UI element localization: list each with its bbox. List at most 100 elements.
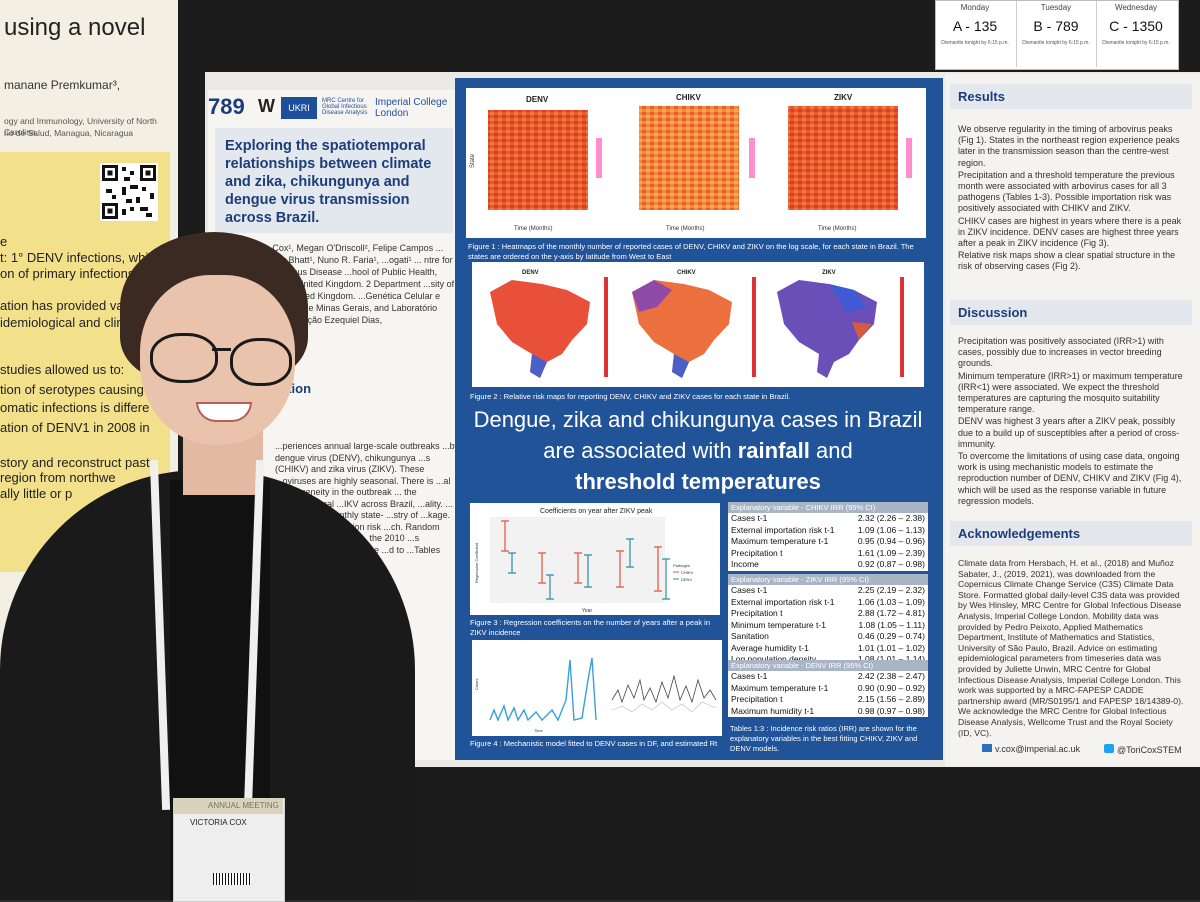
schedule-day-monday: Monday A - 135 Dismantle tonight by 6:15… — [941, 3, 1009, 46]
neighbour-text-line: on of primary infections — [0, 266, 135, 281]
imperial-logo: Imperial College London — [375, 97, 448, 119]
badge-strip — [173, 798, 283, 814]
key-message: Dengue, zika and chikungunya cases in Br… — [462, 404, 934, 497]
table-row: Precipitation t 2.15 (1.56 – 2.89) — [731, 694, 925, 704]
figure-2-caption: Figure 2 : Relative risk maps for report… — [470, 392, 791, 401]
neighbour-text-line: studies allowed us to: — [0, 362, 125, 377]
results-bullet: Relative risk maps show a clear spatial … — [958, 250, 1176, 272]
barcode-icon — [213, 873, 251, 885]
fig1-ylabel: State — [470, 153, 476, 168]
qr-code-icon — [100, 163, 158, 221]
fig3-ylabel: Regression Coefficient — [474, 542, 479, 583]
poster-title: Exploring the spatiotemporal relationshi… — [225, 138, 432, 226]
discussion-heading: Discussion — [950, 300, 1192, 325]
fig3-legend-denv: DENV — [681, 577, 692, 582]
fig3-legend-chikv: CHIKV — [681, 570, 694, 575]
fig3-xlabel: Year — [582, 608, 592, 614]
table-header: Explanatory variable - DENV IRR (95% CI) — [728, 660, 928, 671]
acknowledgements-text: Climate data from Hersbach, H. et al., (… — [958, 558, 1184, 738]
neighbour-affiliation-2: rio de Salud, Managua, Nicaragua — [4, 128, 133, 138]
discussion-bullet: Minimum temperature (IRR>1) or maximum t… — [958, 370, 1183, 415]
neighbour-authors: manane Premkumar³, — [4, 78, 121, 92]
ukri-logo: UKRI — [281, 97, 317, 119]
fig1-panel-chikv: CHIKV — [676, 93, 702, 102]
glasses-icon — [150, 333, 218, 383]
results-bullet: Precipitation and a threshold temperatur… — [958, 169, 1175, 214]
table-row: Sanitation 0.46 (0.29 – 0.74) — [731, 631, 925, 641]
table-row: External importation risk t-1 1.09 (1.06 … — [731, 524, 925, 535]
table-header: Explanatory variable - CHIKV IRR (95% CI… — [728, 502, 928, 513]
heatmap-zikv — [788, 106, 898, 210]
headline-text-1: Dengue, zika and chikungunya cases in Br… — [473, 407, 923, 463]
figure-3-coefficients: Coefficients on year after ZIKV peak Reg… — [470, 503, 720, 615]
neighbour-text-line: omatic infections is differe — [0, 400, 150, 415]
neighbour-text-line: tion of serotypes causing — [0, 382, 144, 397]
tables-caption: Tables 1:3 : Incidence risk ratios (IRR)… — [730, 724, 918, 753]
discussion-text: Precipitation was positively associated … — [958, 336, 1188, 508]
brazil-map-denv — [490, 280, 590, 378]
fig4-xlabel: Time — [534, 728, 544, 733]
heatmap-chikv — [639, 106, 739, 210]
table-row: Cases t-1 2.42 (2.38 – 2.47) — [731, 671, 925, 681]
poster-number: 789 — [208, 94, 245, 119]
table-row: Minimum temperature t-1 1.08 (1.05 – 1.11… — [731, 619, 925, 630]
fig1-xlabel: Time (Months) — [514, 226, 552, 232]
table-row: External importation risk t-1 1.06 (1.03 … — [731, 596, 925, 607]
neighbour-text-line: story and reconstruct past — [0, 455, 150, 470]
fig1-panel-denv: DENV — [526, 95, 549, 104]
headline-bold-rainfall: rainfall — [737, 438, 810, 463]
neighbour-text-line: idemiological and clinic — [0, 315, 133, 330]
fig3-title: Coefficients on year after ZIKV peak — [540, 508, 653, 515]
mrc-logo: MRC Centre for Global Infectious Disease… — [322, 98, 368, 116]
coef-svg: Coefficients on year after ZIKV peak Reg… — [474, 508, 694, 614]
heatmap-denv — [488, 110, 588, 210]
results-bullet: We observe regularity in the timing of a… — [958, 124, 1180, 168]
results-heading: Results — [950, 84, 1192, 109]
maps-svg: DENV CHIKV ZIKV — [490, 270, 904, 378]
figure-3-caption: Figure 3 : Regression coefficients on th… — [470, 618, 710, 637]
headline-text-2: and — [809, 438, 853, 463]
results-bullet: CHIKV cases are highest in years where t… — [958, 215, 1182, 249]
discussion-bullet: Precipitation was positively associated … — [958, 336, 1164, 369]
figure-4-mechanistic: Cases Time — [472, 640, 722, 736]
fig2-panel-denv: DENV — [522, 270, 539, 276]
figure-1-heatmaps: DENV CHIKV ZIKV State Time (Months) Time… — [466, 88, 926, 238]
fig2-panel-zikv: ZIKV — [822, 270, 836, 276]
table-row: Precipitation t 2.88 (1.72 – 4.81) — [731, 608, 925, 618]
table-row: Precipitation t 1.61 (1.09 – 2.39) — [731, 547, 925, 558]
schedule-day-tuesday: Tuesday B - 789 Dismantle tonight by 6:1… — [1016, 1, 1095, 67]
neighbour-affiliation-1: ogy and Immunology, University of North … — [4, 116, 157, 137]
neighbour-poster: using a novel manane Premkumar³, ogy and… — [0, 0, 178, 900]
table-row: Cases t-1 2.32 (2.26 – 2.38) — [731, 513, 925, 523]
heatmap-svg: DENV CHIKV ZIKV State Time (Months) Time… — [470, 93, 912, 232]
acknowledgements-heading: Acknowledgements — [950, 521, 1192, 546]
contact-twitter: @ToriCoxSTEM — [1104, 744, 1182, 755]
results-text: We observe regularity in the timing of a… — [958, 124, 1188, 274]
fig2-panel-chikv: CHIKV — [677, 270, 696, 276]
fig1-panel-zikv: ZIKV — [834, 93, 853, 102]
glasses-lens-right — [230, 338, 292, 386]
neighbour-text-line: ation has provided valuab — [0, 298, 149, 313]
badge-name: VICTORIA COX — [190, 818, 247, 827]
figure-4-caption: Figure 4 : Mechanistic model fitted to D… — [470, 739, 718, 748]
table-row: Cases t-1 2.25 (2.19 – 2.32) — [731, 585, 925, 595]
table-row: Maximum temperature t-1 0.95 (0.94 – 0.96… — [731, 536, 925, 546]
table-row: Maximum temperature t-1 0.90 (0.90 – 0.92… — [731, 682, 925, 693]
figure-2-maps: DENV CHIKV ZIKV — [472, 262, 924, 387]
headline-bold-temperature: threshold temperatures — [575, 469, 821, 494]
fitted-cases-line — [489, 657, 597, 722]
fig1-xlabel-3: Time (Months) — [818, 226, 856, 232]
rt-line — [611, 674, 717, 704]
email-icon — [982, 744, 992, 752]
badge-meeting: ANNUAL MEETING — [208, 801, 279, 810]
neighbour-text-line: e — [0, 234, 8, 249]
wellcome-logo: W — [258, 96, 275, 116]
poster-authors: Victoria Cox¹, Megan O'Driscoll², Felipe… — [240, 243, 455, 325]
neighbour-title: using a novel — [4, 14, 146, 41]
table-row: Maximum humidity t-1 0.98 (0.97 – 0.98) — [731, 705, 925, 716]
schedule-day-wednesday: Wednesday C - 1350 Dismantle tonight by … — [1096, 1, 1175, 67]
table-row: Log population density 1.08 (1.01 – 1.14) — [731, 654, 925, 664]
table-row: Average humidity t-1 1.01 (1.01 – 1.02) — [731, 642, 925, 653]
poster-right-column — [945, 74, 1200, 767]
table-denv: Explanatory variable - DENV IRR (95% CI)… — [728, 660, 928, 717]
